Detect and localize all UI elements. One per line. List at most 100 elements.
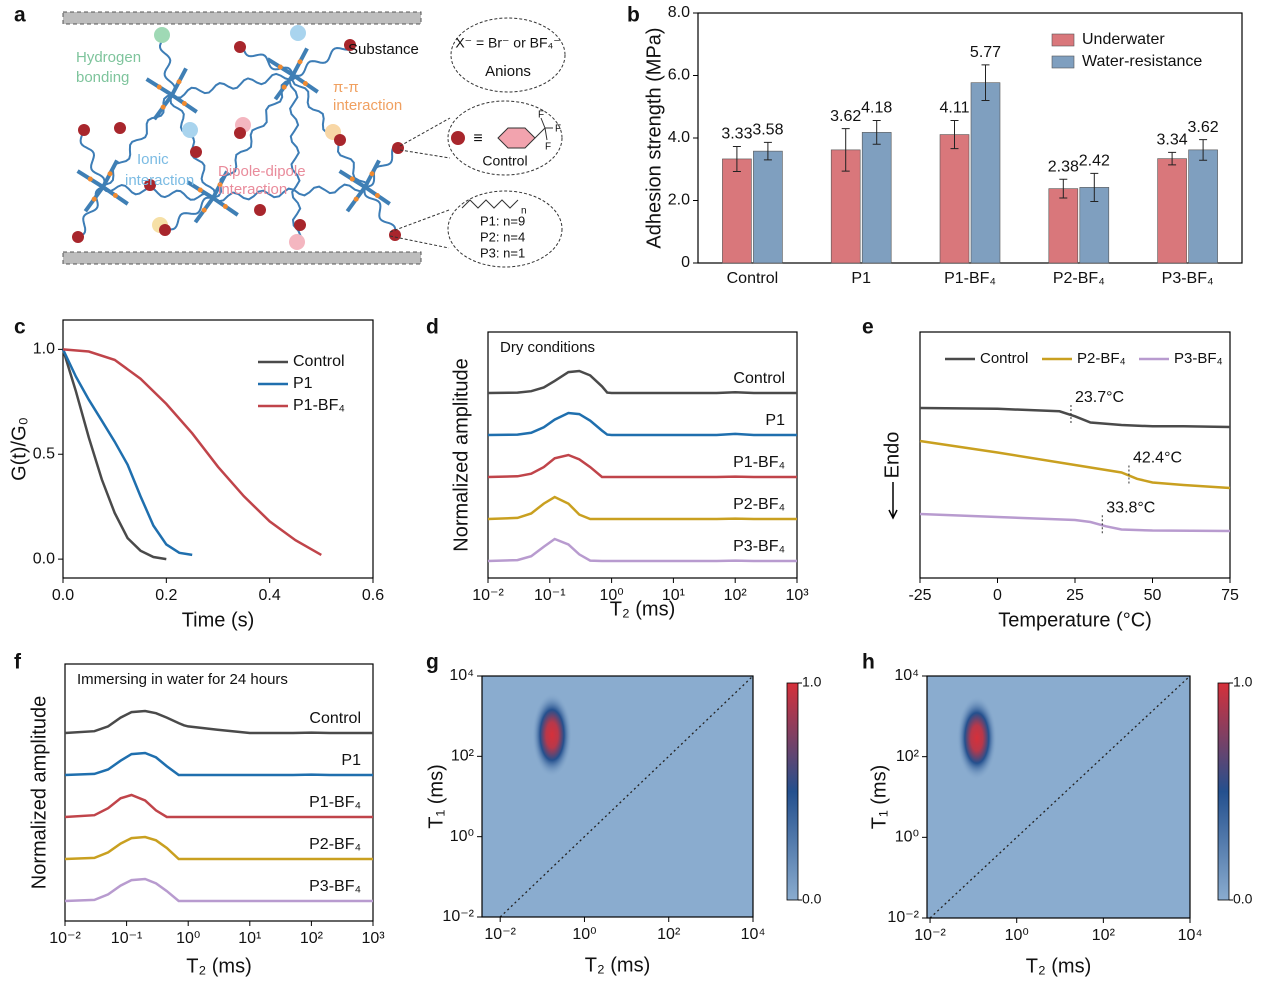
bar: [1188, 149, 1218, 264]
y-axis-title: Normalized amplitude: [28, 696, 50, 889]
ridge-line: [487, 369, 797, 395]
legend-label: Control: [293, 353, 345, 370]
x-tick-label: -25: [908, 587, 931, 604]
bar: [1157, 158, 1187, 264]
value-label: 3.33: [721, 126, 752, 143]
ridge-line: [487, 453, 797, 479]
x-tick-label: 10²: [300, 930, 324, 947]
panel-label: e: [862, 316, 874, 339]
series-label: P1-BF₄: [309, 794, 361, 811]
line-series: [61, 349, 167, 561]
diagram-label: Hydrogen: [76, 49, 141, 66]
value-label: 5.77: [970, 44, 1001, 61]
diagram-label: interaction: [125, 172, 194, 189]
panel-label: d: [426, 316, 439, 339]
y-tick-label: 10⁻²: [442, 908, 474, 925]
diagonal: [929, 675, 1191, 919]
colorbar-label: 1.0: [1233, 674, 1253, 690]
anion-ball: [190, 146, 202, 158]
panel-label: f: [14, 651, 22, 674]
line-series: [919, 512, 1231, 533]
series-label: P2-BF₄: [733, 496, 785, 513]
ion: [112, 192, 118, 198]
y-tick-label: 1.0: [33, 341, 55, 358]
series-label: P1: [341, 752, 361, 769]
error-bar: [1199, 139, 1208, 161]
diagram-label: Ionic: [137, 151, 169, 168]
error-bar: [981, 64, 990, 101]
x-tick-label: 10¹: [238, 930, 261, 947]
ion: [87, 176, 93, 182]
value-label: 3.62: [1188, 119, 1219, 136]
line-series: [61, 348, 193, 557]
error-bar: [950, 120, 959, 150]
diagram-label: bonding: [76, 69, 129, 86]
ion: [353, 196, 359, 202]
substrate: [62, 11, 422, 25]
x-tick-label: P1-BF₄: [944, 270, 996, 287]
ion: [197, 187, 203, 193]
x-tick-label: 75: [1221, 587, 1239, 604]
plot-frame: [926, 675, 1191, 919]
ion: [374, 192, 380, 198]
value-label: 4.18: [861, 100, 892, 117]
x-tick-label: 10⁴: [741, 926, 766, 943]
substrate: [62, 251, 422, 265]
x-tick-label: 10³: [361, 930, 385, 947]
x-tick-label: 50: [1144, 587, 1162, 604]
polymer-chain: [171, 72, 294, 99]
diagram-label: interaction: [218, 181, 287, 198]
y-tick-label: 2.0: [668, 192, 690, 209]
plot-frame: [62, 319, 374, 579]
ion: [156, 84, 162, 90]
ion: [277, 64, 283, 70]
colorbar-label: 0.0: [1233, 891, 1253, 907]
bar: [1048, 188, 1079, 264]
polymer-chain: [79, 128, 106, 188]
y-tick-label: 8.0: [668, 4, 690, 21]
x-tick-label: 10⁰: [1005, 927, 1029, 944]
line-series: [919, 406, 1231, 429]
x-tick-label: 10²: [657, 926, 681, 943]
x-tick-label: 10⁻¹: [111, 930, 143, 947]
diagram-label: ≡: [473, 130, 482, 147]
anion-ball: [159, 224, 171, 236]
ion: [91, 196, 97, 202]
ridge-line: [487, 411, 797, 437]
error-bar: [1168, 151, 1177, 166]
panel-label: a: [14, 4, 26, 27]
polymer-chain: [102, 183, 214, 201]
cf3-bond: [534, 117, 553, 141]
x-tick-label: 0: [993, 587, 1002, 604]
x-tick-label: 10⁰: [176, 930, 200, 947]
ion: [217, 182, 223, 188]
ion: [297, 59, 303, 65]
ion: [176, 79, 182, 85]
anion-ball: [78, 124, 90, 136]
series-label: Control: [309, 710, 361, 727]
diagram-label: Substance: [348, 41, 419, 58]
ion: [222, 203, 228, 209]
ridge-line: [64, 835, 373, 861]
plot-frame: [487, 331, 798, 579]
value-label: 2.42: [1079, 153, 1110, 170]
polymer-chain: [212, 183, 366, 203]
y-tick-label: 10⁰: [450, 828, 474, 845]
y-tick-label: 10²: [896, 748, 920, 765]
x-tick-label: 10²: [1092, 927, 1116, 944]
panel-label: c: [14, 316, 26, 339]
panel-label: b: [627, 4, 640, 27]
bar: [861, 132, 892, 264]
interaction-site: [290, 25, 306, 41]
anion-ball: [389, 229, 401, 241]
y-tick-label: 4.0: [668, 129, 690, 146]
legend-label: Water-resistance: [1082, 53, 1202, 70]
x-tick-label: 10⁴: [1178, 927, 1203, 944]
y-axis-title: Normalized amplitude: [450, 358, 472, 551]
legend-label: P1: [293, 375, 313, 392]
x-tick-label: 10⁻²: [49, 930, 81, 947]
y-tick-label: 10⁻²: [887, 909, 919, 926]
x-tick-label: Control: [727, 270, 779, 287]
annotation-title: Dry conditions: [500, 339, 595, 356]
